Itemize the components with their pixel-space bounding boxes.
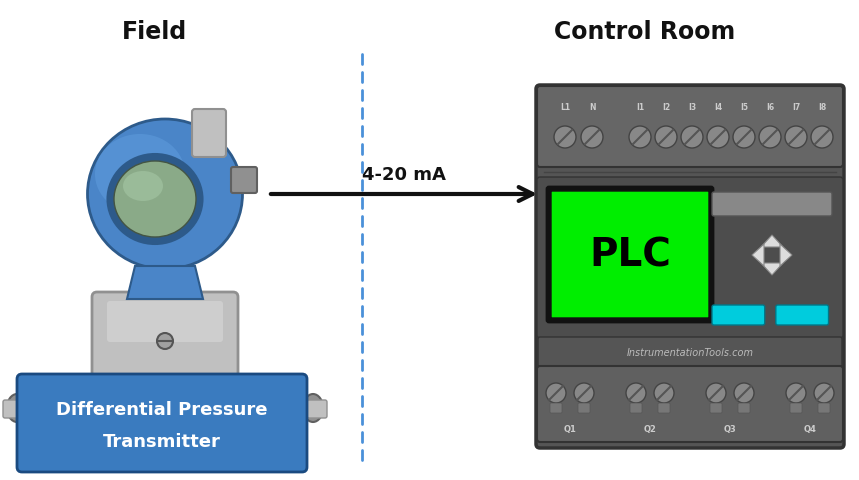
Text: I7: I7 [792,103,800,112]
FancyBboxPatch shape [551,192,709,318]
Circle shape [626,383,646,403]
FancyBboxPatch shape [231,168,257,193]
FancyBboxPatch shape [17,374,307,472]
FancyBboxPatch shape [3,400,23,418]
FancyBboxPatch shape [230,396,308,420]
Text: Q4: Q4 [803,425,816,433]
Text: I5: I5 [740,103,748,112]
FancyBboxPatch shape [776,305,829,325]
FancyBboxPatch shape [547,188,713,323]
FancyBboxPatch shape [550,403,562,413]
Ellipse shape [123,172,163,202]
Text: Q1: Q1 [564,425,576,433]
FancyBboxPatch shape [578,403,590,413]
Ellipse shape [95,135,185,215]
FancyBboxPatch shape [92,292,238,390]
Circle shape [581,127,603,149]
Text: Control Room: Control Room [554,20,735,44]
Circle shape [654,383,674,403]
FancyBboxPatch shape [192,110,226,157]
Circle shape [785,127,807,149]
FancyBboxPatch shape [538,337,842,367]
Text: I3: I3 [688,103,696,112]
Circle shape [734,383,754,403]
FancyBboxPatch shape [537,366,843,442]
Text: PLC: PLC [589,236,671,274]
Text: InstrumentationTools.com: InstrumentationTools.com [626,347,753,357]
Text: N: N [588,103,595,112]
Circle shape [574,383,594,403]
Circle shape [786,383,806,403]
Text: Field: Field [122,20,187,44]
Text: Differential Pressure: Differential Pressure [56,400,268,418]
Polygon shape [761,264,783,276]
Ellipse shape [107,155,203,244]
Text: 4-20 mA: 4-20 mA [362,166,446,184]
Text: Q3: Q3 [723,425,736,433]
FancyBboxPatch shape [103,382,227,408]
Polygon shape [127,266,203,300]
FancyBboxPatch shape [537,178,843,338]
Circle shape [554,127,576,149]
FancyBboxPatch shape [95,427,129,443]
FancyBboxPatch shape [201,427,235,443]
Circle shape [157,333,173,349]
FancyBboxPatch shape [710,403,722,413]
FancyBboxPatch shape [738,403,750,413]
Text: I2: I2 [662,103,670,112]
FancyBboxPatch shape [790,403,802,413]
FancyBboxPatch shape [712,305,765,325]
Text: I1: I1 [636,103,644,112]
FancyBboxPatch shape [89,375,241,438]
Ellipse shape [7,394,27,422]
Ellipse shape [88,120,242,269]
Text: Q2: Q2 [643,425,656,433]
Circle shape [759,127,781,149]
Circle shape [681,127,703,149]
FancyBboxPatch shape [536,86,844,448]
Text: Transmitter: Transmitter [103,432,221,450]
Circle shape [814,383,834,403]
FancyBboxPatch shape [658,403,670,413]
Circle shape [546,383,566,403]
Circle shape [655,127,677,149]
Circle shape [707,127,729,149]
FancyBboxPatch shape [537,87,843,168]
Polygon shape [752,244,764,266]
Circle shape [733,127,755,149]
FancyBboxPatch shape [630,403,642,413]
Text: L1: L1 [560,103,570,112]
FancyBboxPatch shape [818,403,830,413]
Text: I8: I8 [818,103,826,112]
Ellipse shape [303,394,323,422]
FancyBboxPatch shape [107,301,223,342]
Ellipse shape [114,162,196,238]
FancyBboxPatch shape [307,400,327,418]
Circle shape [706,383,726,403]
Polygon shape [780,244,792,266]
Circle shape [629,127,651,149]
FancyBboxPatch shape [22,396,100,420]
Polygon shape [761,236,783,248]
FancyBboxPatch shape [712,192,832,216]
Text: I6: I6 [766,103,774,112]
Circle shape [811,127,833,149]
Circle shape [160,432,170,442]
Text: I4: I4 [714,103,722,112]
